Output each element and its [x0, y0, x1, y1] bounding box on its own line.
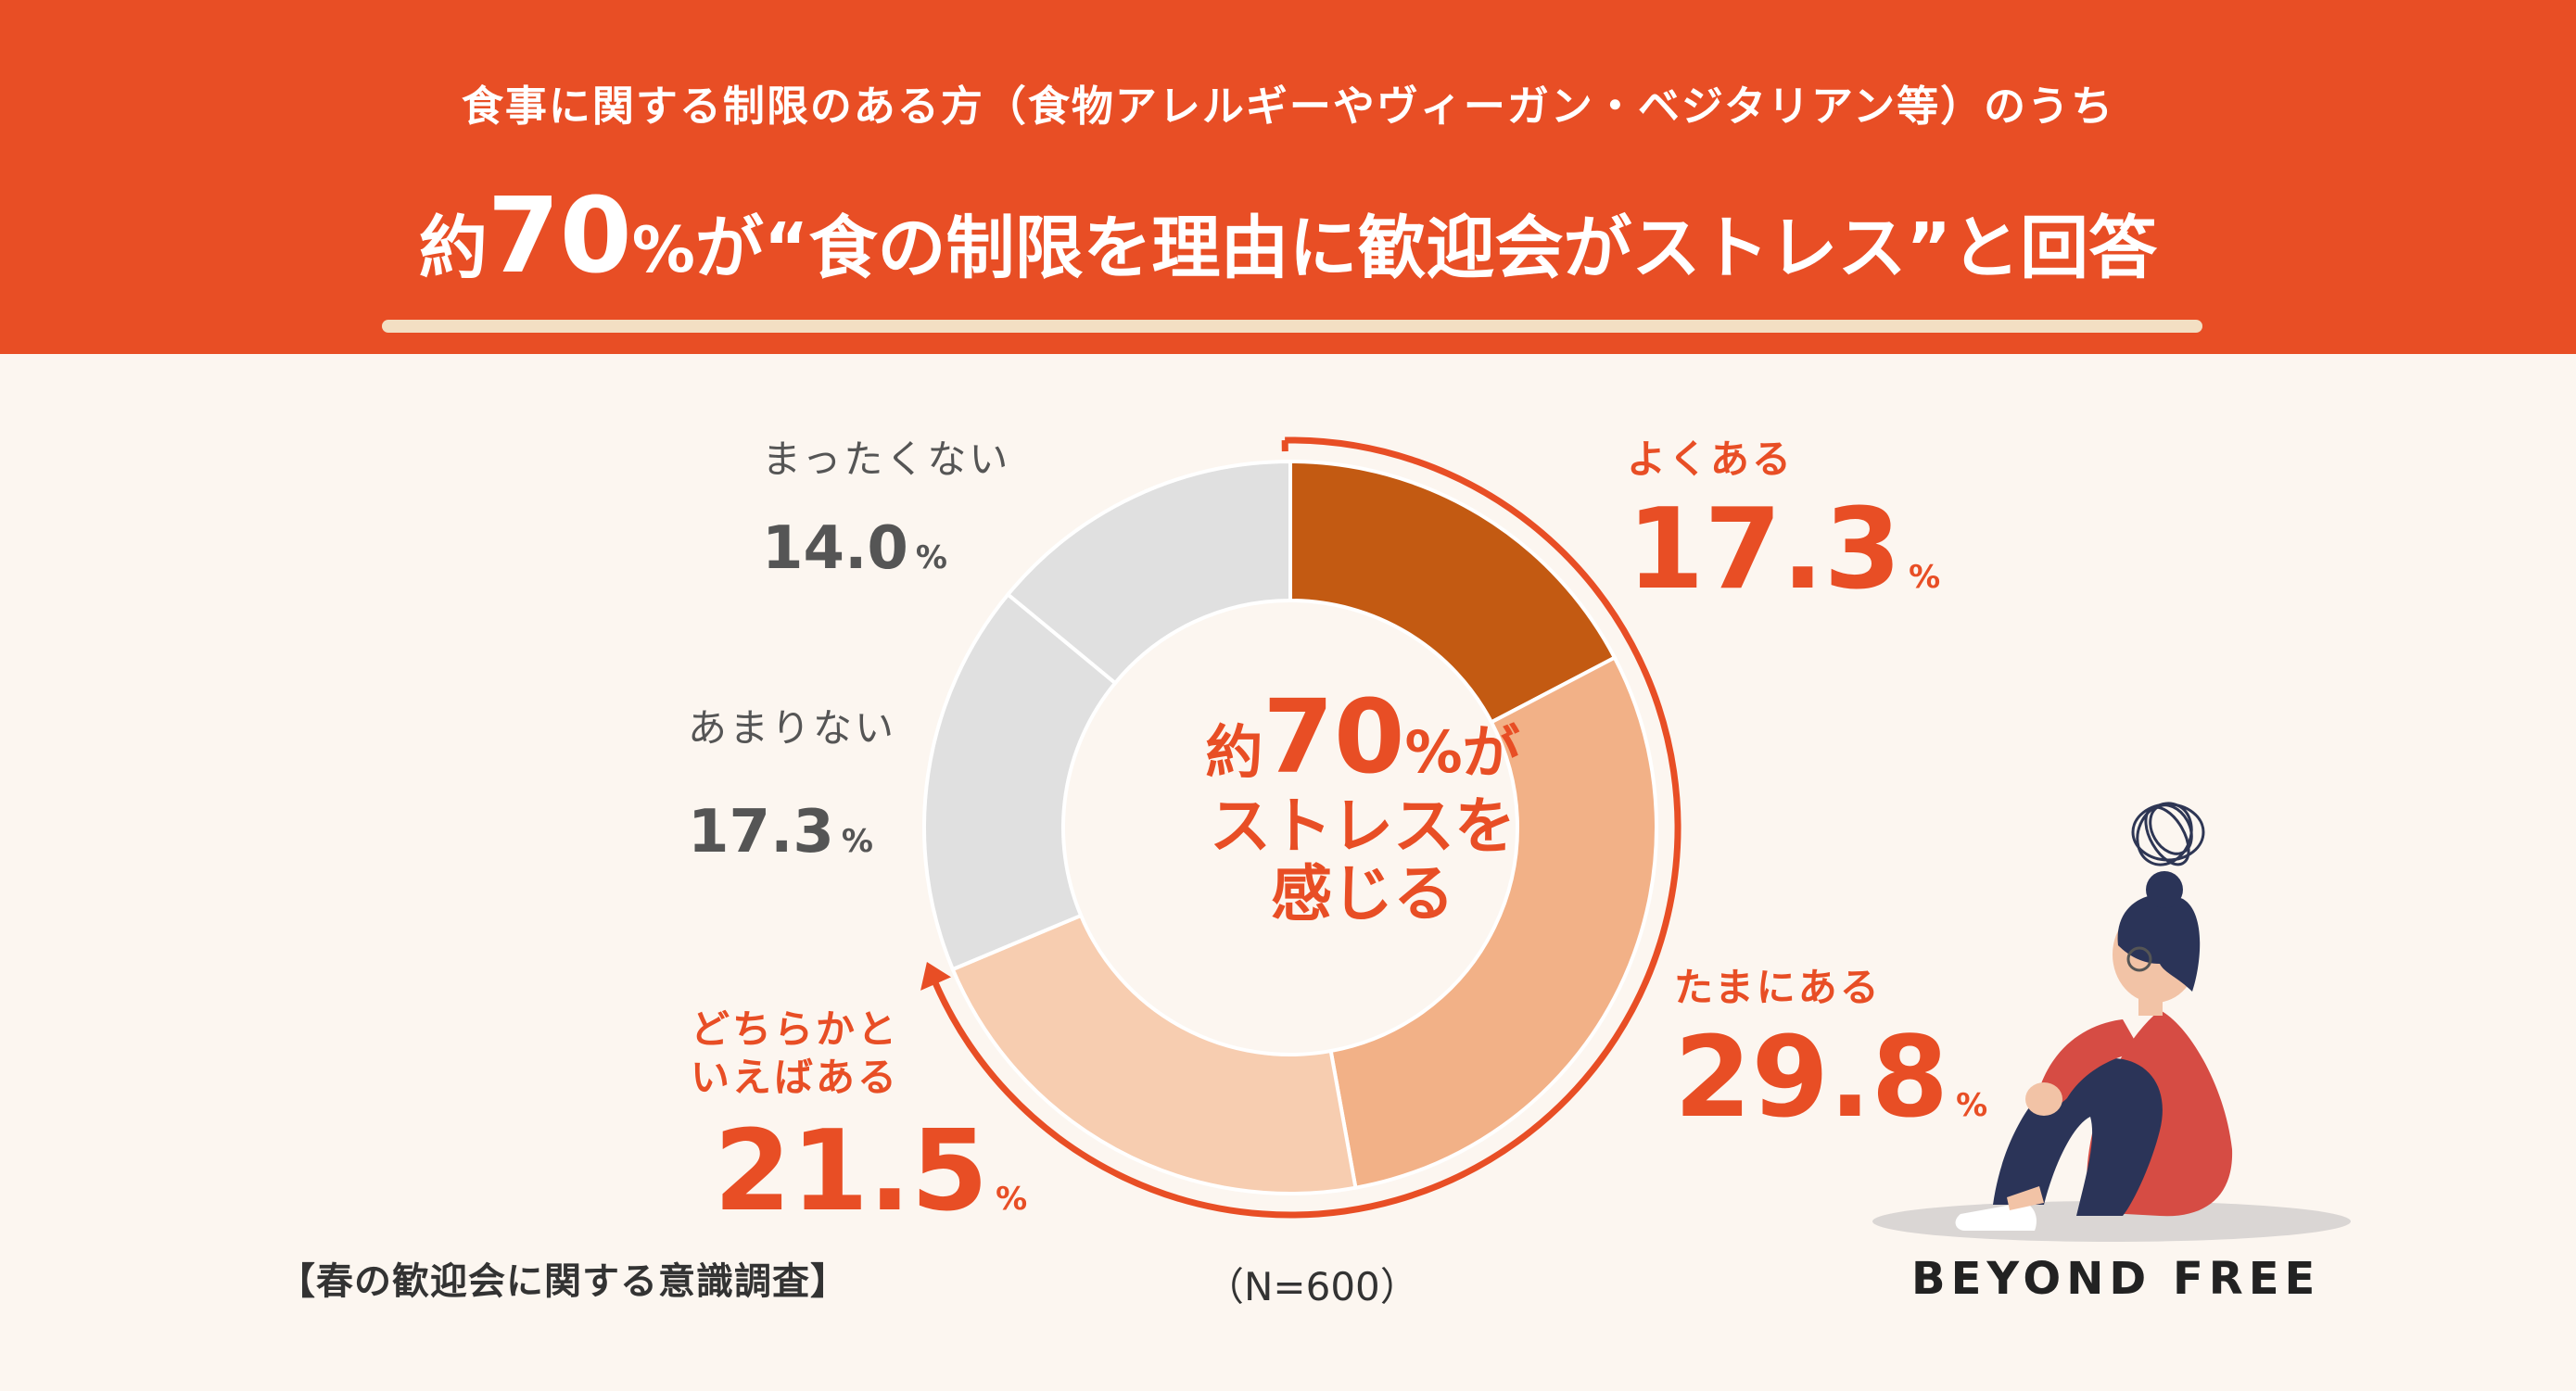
bracket-arc — [931, 436, 1681, 1219]
header-banner — [0, 0, 2576, 354]
center-suffix: %が — [1404, 718, 1520, 786]
center-line-2: ストレスを — [1210, 790, 1516, 862]
beyond-free-logo: BEYOND FREE — [1911, 1253, 2321, 1305]
label-amari-nai: あまりない 17.3% — [688, 704, 896, 862]
slice-mattaku-nai — [1005, 459, 1292, 686]
headline-rest: が“食の制限を理由に歓迎会がストレス”と回答 — [694, 209, 2158, 288]
headline-underline — [382, 320, 2202, 333]
slice-dochira-ka-to-ieba-aru — [950, 913, 1358, 1195]
headline-prefix: 約 — [418, 209, 488, 288]
donut-slices — [922, 459, 1658, 1195]
slice-tama-ni-aru — [1328, 654, 1658, 1190]
banner-subtitle: 食事に関する制限のある方（食物アレルギーやヴィーガン・ベジタリアン等）のうち — [461, 82, 2115, 131]
value-tama-ni-aru: 29.8% — [1674, 1014, 1988, 1143]
donut-center-text: 約70%が ストレスを 感じる — [1057, 681, 1669, 928]
category-name-tama-ni-aru: たまにある — [1674, 965, 1882, 1010]
woman-figure — [1955, 871, 2233, 1231]
label-tama-ni-aru: たまにある 29.8% — [1674, 964, 1987, 1134]
survey-title: 【春の歓迎会に関する意識調査】 — [278, 1260, 848, 1303]
category-name-line-2: いえばある — [691, 1055, 900, 1100]
category-name-amari-nai: あまりない — [688, 705, 897, 751]
banner-headline: 約70%が“食の制限を理由に歓迎会がストレス”と回答 — [0, 184, 2576, 297]
label-yoku-aru: よくある 17.3% — [1627, 436, 1940, 606]
category-name-line-1: どちらかと — [691, 1006, 900, 1052]
sitting-woman-illustration — [1872, 802, 2351, 1242]
center-number: 70 — [1263, 677, 1405, 796]
bracket-arrowhead — [920, 961, 951, 991]
category-name-yoku-aru: よくある — [1627, 436, 1795, 482]
label-dochira-ka-to-ieba-aru: どちらかと いえばある 21.5% — [691, 1005, 1027, 1228]
slice-amari-nai — [922, 591, 1118, 972]
value-amari-nai: 17.3% — [688, 798, 873, 866]
value-mattaku-nai: 14.0% — [762, 514, 947, 583]
label-mattaku-nai: まったくない 14.0% — [762, 436, 1010, 578]
value-yoku-aru: 17.3% — [1627, 486, 1941, 614]
value-dochira-ka-to-ieba-aru: 21.5% — [714, 1107, 1028, 1236]
scribble-icon — [2131, 802, 2205, 866]
sample-size: （N=600） — [1205, 1264, 1419, 1309]
headline-number: 70 — [487, 176, 632, 297]
headline-percent: % — [631, 214, 695, 287]
center-prefix: 約 — [1205, 718, 1263, 786]
category-name-mattaku-nai: まったくない — [762, 436, 1011, 482]
slice-yoku-aru — [1288, 459, 1618, 725]
center-line-3: 感じる — [1271, 857, 1454, 929]
seventy-percent-bracket — [920, 436, 1681, 1219]
